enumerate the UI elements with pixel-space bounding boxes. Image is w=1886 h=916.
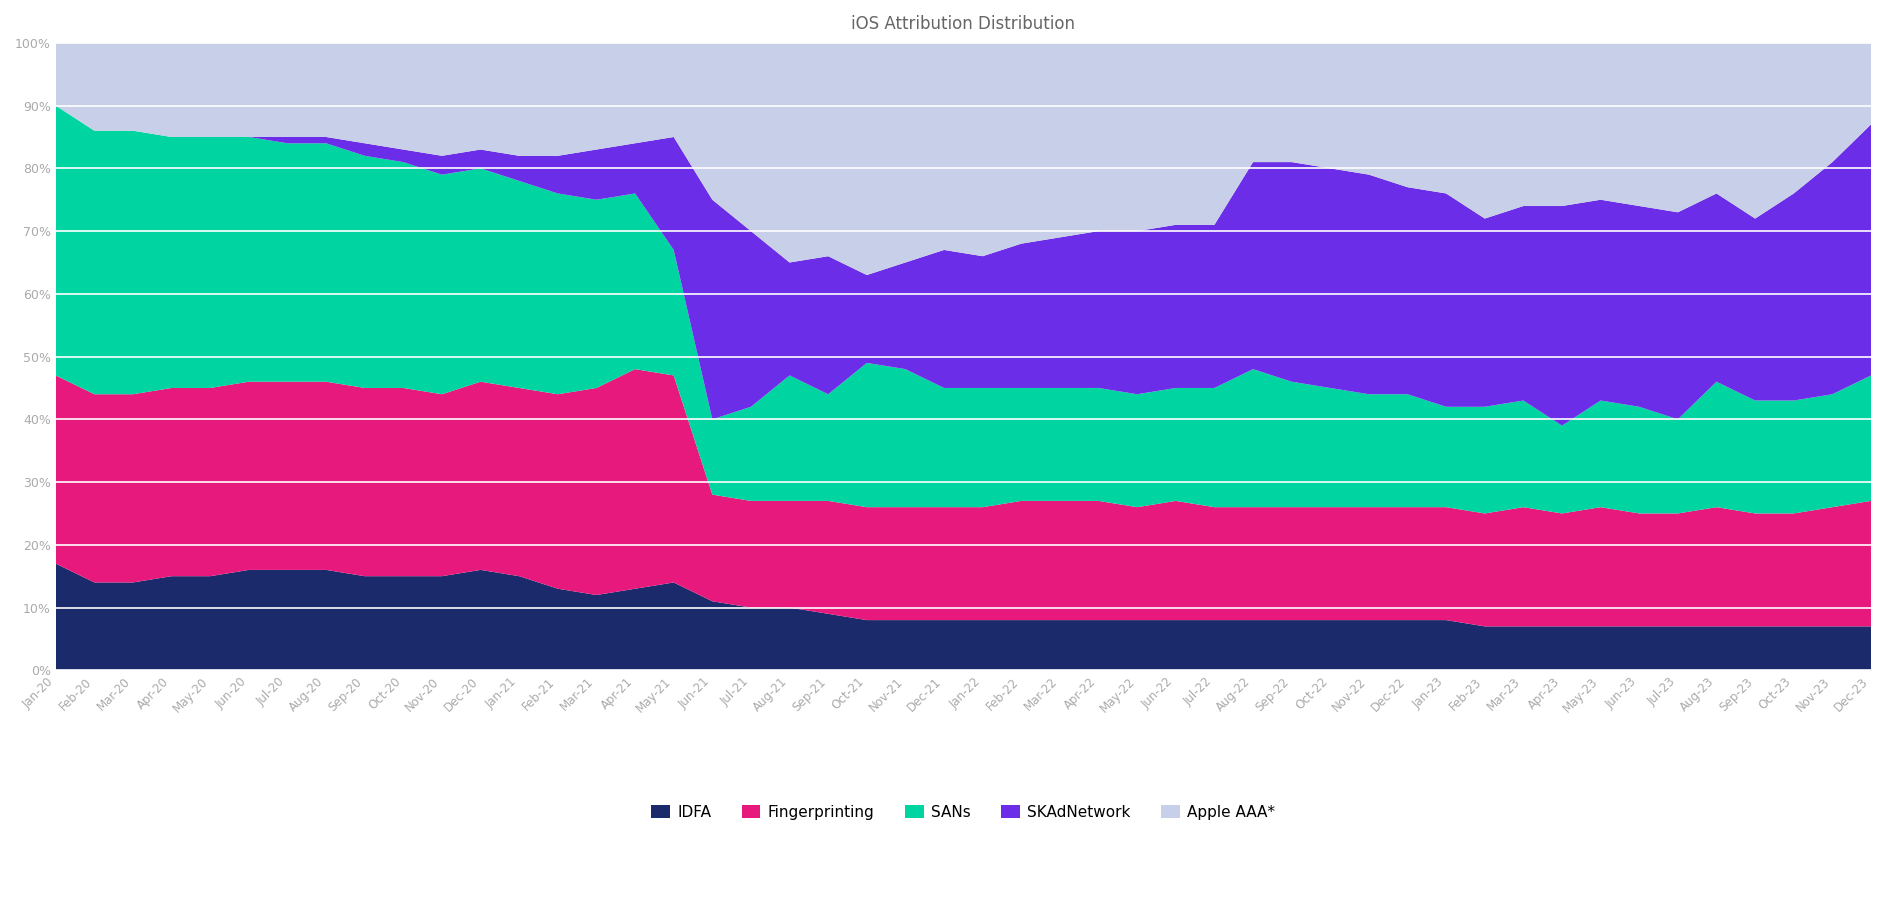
Title: iOS Attribution Distribution: iOS Attribution Distribution bbox=[851, 15, 1075, 33]
Legend: IDFA, Fingerprinting, SANs, SKAdNetwork, Apple AAA*: IDFA, Fingerprinting, SANs, SKAdNetwork,… bbox=[645, 799, 1281, 826]
